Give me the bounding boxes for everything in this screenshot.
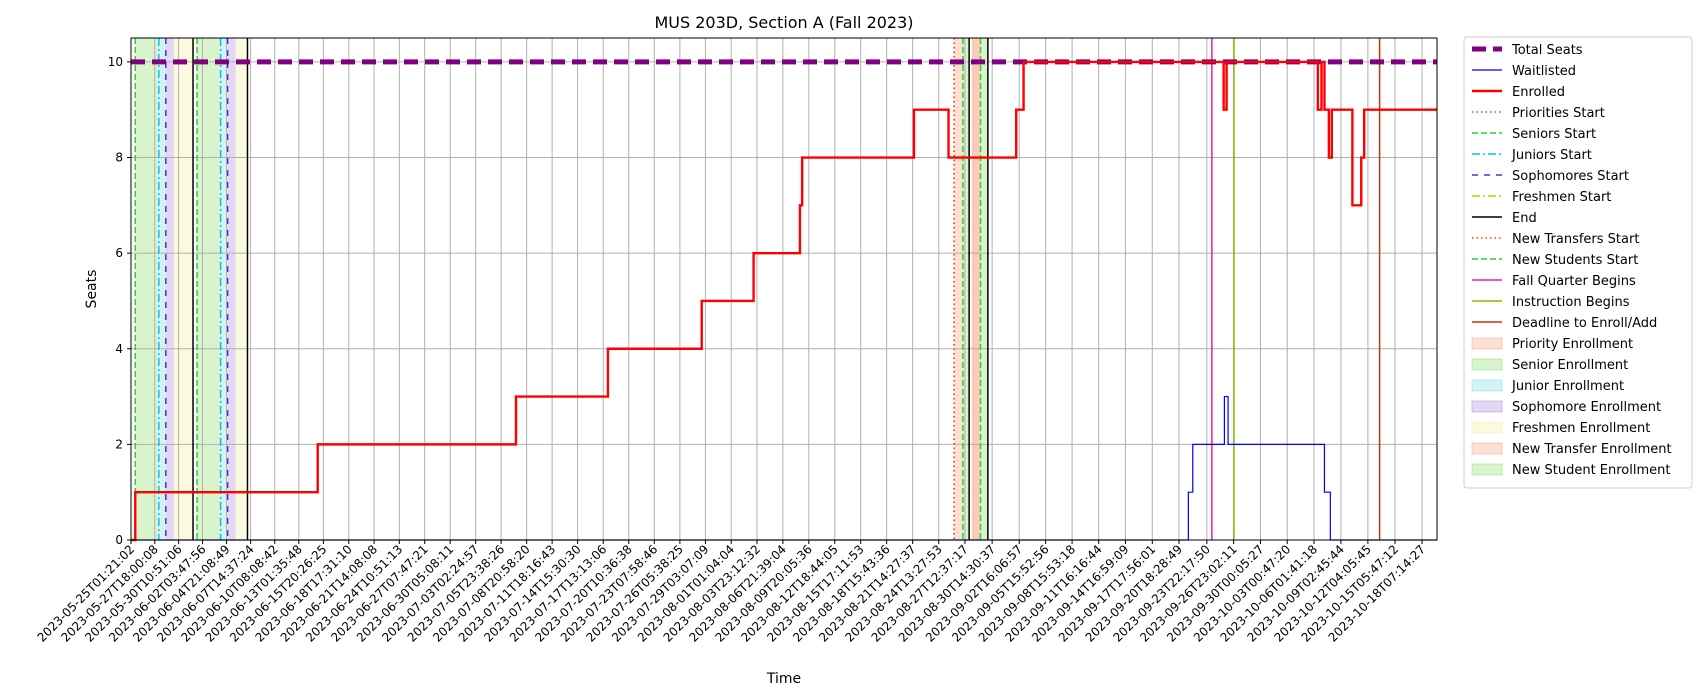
- legend-item: Enrolled: [1472, 85, 1565, 100]
- legend-label: Junior Enrollment: [1511, 379, 1624, 394]
- legend-swatch: [1471, 358, 1503, 371]
- y-tick-label: 4: [115, 342, 123, 356]
- legend-item: Priorities Start: [1472, 106, 1605, 121]
- series-enrolled: [131, 60, 1437, 542]
- y-tick-label: 8: [115, 151, 123, 165]
- legend-swatch: [1471, 337, 1503, 350]
- event-lines: [134, 38, 1381, 540]
- legend-item: New Transfers Start: [1472, 232, 1639, 247]
- legend-swatch: [1471, 379, 1503, 392]
- data-series: [131, 59, 1437, 542]
- legend-label: Waitlisted: [1512, 64, 1576, 79]
- legend-label: New Student Enrollment: [1512, 463, 1670, 478]
- legend-frame: [1463, 36, 1693, 489]
- legend-label: End: [1512, 211, 1537, 226]
- band-new-transfer-enrollment: [971, 38, 981, 540]
- legend-label: Fall Quarter Begins: [1512, 274, 1636, 289]
- x-axis-ticks: 2023-05-25T01:21:022023-05-27T18:00:0820…: [35, 540, 1428, 645]
- legend-label: Priorities Start: [1512, 106, 1605, 121]
- legend-label: New Students Start: [1512, 253, 1638, 268]
- legend-swatch: [1471, 463, 1503, 476]
- series-waitlisted: [131, 395, 1437, 541]
- legend-item: Waitlisted: [1472, 64, 1576, 79]
- legend-label: Priority Enrollment: [1512, 337, 1633, 352]
- band-priority-enrollment: [971, 38, 981, 540]
- legend-item: Sophomore Enrollment: [1471, 400, 1661, 415]
- legend-label: Sophomores Start: [1512, 169, 1629, 184]
- x-axis-label: Time: [766, 671, 801, 687]
- y-tick-label: 6: [115, 246, 123, 260]
- legend-item: Total Seats: [1472, 43, 1583, 58]
- legend-label: Instruction Begins: [1512, 295, 1630, 310]
- plot-frame: [130, 37, 1438, 541]
- legend-swatch: [1471, 442, 1503, 455]
- legend-swatch: [1471, 421, 1503, 434]
- legend-label: Seniors Start: [1512, 127, 1596, 142]
- legend: Total Seats Waitlisted Enrolled Priorities …: [1463, 36, 1693, 489]
- legend-label: New Transfers Start: [1512, 232, 1639, 247]
- legend-item: Freshmen Start: [1472, 190, 1611, 205]
- legend-label: Freshmen Start: [1512, 190, 1611, 205]
- band-freshmen-enrollment: [235, 38, 248, 540]
- band-new-student-enrollment: [962, 38, 970, 540]
- legend-item: Seniors Start: [1472, 127, 1596, 142]
- legend-label: Freshmen Enrollment: [1512, 421, 1650, 436]
- band-sophomore-enrollment: [227, 38, 236, 540]
- enrollment-period-bands: [135, 38, 988, 540]
- legend-item: Junior Enrollment: [1471, 379, 1624, 394]
- band-new-student-enrollment: [980, 38, 988, 540]
- legend-item: Juniors Start: [1472, 148, 1592, 163]
- legend-item: Priority Enrollment: [1471, 337, 1633, 352]
- y-tick-label: 2: [115, 437, 123, 451]
- legend-item: Senior Enrollment: [1471, 358, 1628, 373]
- legend-label: Senior Enrollment: [1512, 358, 1628, 373]
- legend-label: Juniors Start: [1511, 148, 1592, 163]
- y-axis-ticks: 0 2 4 6 8 10: [108, 55, 131, 547]
- y-axis-label: Seats: [84, 270, 100, 309]
- legend-swatch: [1471, 400, 1503, 413]
- legend-label: Sophomore Enrollment: [1512, 400, 1661, 415]
- band-senior-enrollment: [135, 38, 159, 540]
- y-tick-label: 10: [108, 55, 123, 69]
- legend-item: New Transfer Enrollment: [1471, 442, 1672, 457]
- legend-item: Freshmen Enrollment: [1471, 421, 1650, 436]
- y-tick-label: 0: [115, 533, 123, 547]
- legend-item: Instruction Begins: [1472, 295, 1630, 310]
- legend-item: New Students Start: [1472, 253, 1638, 268]
- band-priority-enrollment: [954, 38, 963, 540]
- legend-label: Enrolled: [1512, 85, 1565, 100]
- legend-item: Deadline to Enroll/Add: [1472, 316, 1657, 331]
- legend-item: End: [1472, 211, 1537, 226]
- band-junior-enrollment: [220, 38, 228, 540]
- legend-item: Fall Quarter Begins: [1472, 274, 1636, 289]
- chart-title: MUS 203D, Section A (Fall 2023): [654, 13, 913, 32]
- legend-item: Sophomores Start: [1472, 169, 1629, 184]
- grid-lines: [130, 38, 1437, 541]
- band-freshmen-enrollment: [173, 38, 194, 540]
- band-sophomore-enrollment: [165, 38, 174, 540]
- band-senior-enrollment: [197, 38, 221, 540]
- legend-label: Total Seats: [1511, 43, 1583, 58]
- legend-label: Deadline to Enroll/Add: [1512, 316, 1657, 331]
- legend-item: New Student Enrollment: [1471, 463, 1670, 478]
- legend-label: New Transfer Enrollment: [1512, 442, 1672, 457]
- band-junior-enrollment: [158, 38, 166, 540]
